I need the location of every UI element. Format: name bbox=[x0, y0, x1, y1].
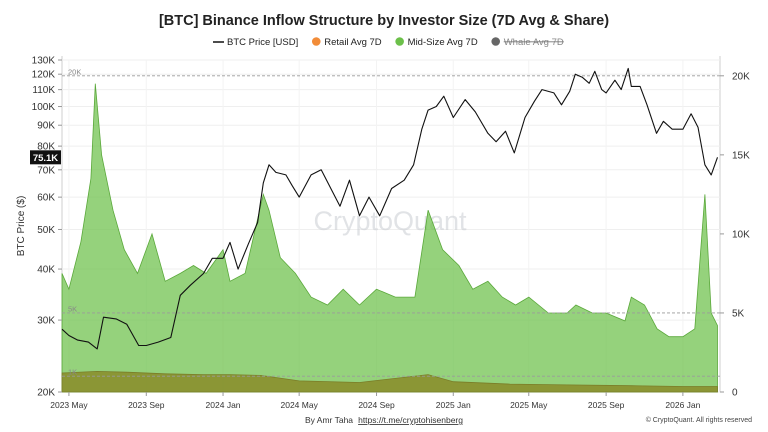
left-axis-label: BTC Price ($) bbox=[16, 196, 27, 257]
x-tick-label: 2023 Sep bbox=[128, 400, 165, 410]
legend-dot-marker bbox=[395, 37, 404, 46]
right-tick-label: 0 bbox=[732, 388, 738, 399]
x-tick-label: 2024 Sep bbox=[358, 400, 395, 410]
right-tick-label: 15K bbox=[732, 150, 750, 161]
area-series-layer bbox=[61, 83, 718, 393]
left-tick-label: 50K bbox=[37, 225, 55, 236]
left-tick-label: 90K bbox=[37, 121, 55, 132]
left-tick-label: 60K bbox=[37, 193, 55, 204]
left-tick-label: 100K bbox=[32, 102, 56, 113]
legend-item-btc-price-usd[interactable]: BTC Price [USD] bbox=[213, 37, 298, 48]
btc-price-line bbox=[61, 67, 719, 350]
left-tick-label: 110K bbox=[32, 85, 55, 96]
current-price-text: 75.1K bbox=[33, 153, 58, 164]
legend-label: Whale Avg 7D bbox=[504, 37, 564, 48]
x-tick-label: 2024 May bbox=[280, 400, 318, 410]
x-axis-ticks: 2023 May 2023 Sep 2024 Jan 2024 May 2024 Sep… bbox=[50, 392, 701, 410]
left-tick-label: 30K bbox=[37, 316, 55, 327]
current-price-badge bbox=[30, 150, 61, 165]
x-tick-label: 2025 May bbox=[510, 400, 548, 410]
right-tick-label: 20K bbox=[732, 71, 750, 82]
retail-avg-7d-area bbox=[61, 370, 718, 393]
legend-item-retail-avg-7d[interactable]: Retail Avg 7D bbox=[311, 37, 382, 48]
reference-lines: 20K 5K 1K bbox=[62, 67, 720, 377]
current-price-label: 75.1K bbox=[30, 150, 61, 165]
footer-author: By Amr Taha bbox=[305, 415, 353, 425]
footer-copyright: © CryptoQuant. All rights reserved bbox=[646, 416, 752, 424]
x-tick-label: 2026 Jan bbox=[665, 400, 700, 410]
legend-dot-marker bbox=[491, 37, 501, 46]
chart-title: [BTC] Binance Inflow Structure by Invest… bbox=[159, 13, 609, 29]
left-tick-label: 130K bbox=[32, 56, 56, 67]
right-tick-label: 10K bbox=[732, 229, 750, 240]
mid-size-avg-7d-area bbox=[61, 83, 718, 393]
right-axis-ticks: 0 5K 10K 15K 20K bbox=[720, 71, 750, 399]
x-tick-label: 2024 Jan bbox=[206, 400, 241, 410]
x-tick-label: 2025 Jan bbox=[436, 400, 471, 410]
legend-item-whale-avg-7d[interactable]: Whale Avg 7D bbox=[491, 37, 564, 48]
reference-line-label: 5K bbox=[68, 304, 77, 313]
left-tick-label: 20K bbox=[37, 388, 55, 399]
chart-footer: By Amr Taha https://t.me/cryptohisenberg… bbox=[305, 415, 752, 425]
chart-legend: BTC Price [USD] Retail Avg 7D Mid-Size Avg… bbox=[213, 37, 564, 48]
legend-label: Retail Avg 7D bbox=[324, 37, 382, 48]
left-tick-label: 120K bbox=[32, 70, 56, 81]
footer-author-link[interactable]: https://t.me/cryptohisenberg bbox=[358, 415, 463, 425]
right-tick-label: 5K bbox=[732, 308, 745, 319]
legend-dot-marker bbox=[311, 37, 321, 46]
x-tick-label: 2023 May bbox=[50, 400, 88, 410]
line-series-layer bbox=[61, 67, 719, 350]
watermark: CryptoQuant bbox=[313, 206, 467, 236]
left-tick-label: 70K bbox=[37, 165, 55, 176]
legend-item-mid-size-avg-7d[interactable]: Mid-Size Avg 7D bbox=[395, 37, 478, 48]
left-axis-ticks: 20K 30K 40K 50K 60K 70K 80K 90K 100K 110K 120K 130K bbox=[32, 56, 62, 399]
left-tick-label: 40K bbox=[37, 265, 55, 276]
reference-line-label: 1K bbox=[68, 368, 77, 377]
legend-label: Mid-Size Avg 7D bbox=[408, 37, 478, 48]
legend-label: BTC Price [USD] bbox=[227, 37, 298, 48]
x-tick-label: 2025 Sep bbox=[588, 400, 625, 410]
left-tick-label: 80K bbox=[37, 142, 55, 153]
reference-line-label: 20K bbox=[68, 67, 81, 76]
